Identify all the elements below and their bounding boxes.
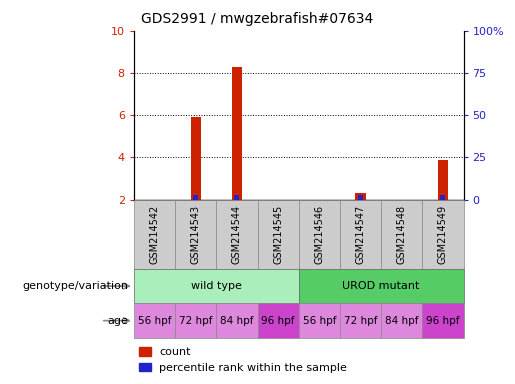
Bar (340, 200, 381, 269)
Bar (440, 195, 445, 200)
Bar (175, 303, 216, 338)
Bar (216, 200, 258, 269)
Text: wild type: wild type (191, 281, 242, 291)
Text: 84 hpf: 84 hpf (220, 316, 254, 326)
Bar (299, 200, 340, 269)
Bar (232, 67, 242, 200)
Text: genotype/variation: genotype/variation (23, 281, 129, 291)
Text: age: age (108, 316, 129, 326)
Bar (299, 269, 464, 303)
Text: GSM214547: GSM214547 (355, 205, 366, 264)
Text: 96 hpf: 96 hpf (426, 316, 460, 326)
Text: GSM214549: GSM214549 (438, 205, 448, 264)
Text: 96 hpf: 96 hpf (261, 316, 295, 326)
Bar (381, 303, 422, 338)
Bar (258, 200, 299, 269)
Bar (216, 303, 258, 338)
Text: GSM214548: GSM214548 (397, 205, 407, 264)
Bar (422, 303, 464, 338)
Text: 72 hpf: 72 hpf (344, 316, 377, 326)
Text: GSM214545: GSM214545 (273, 205, 283, 264)
Text: GDS2991 / mwgzebrafish#07634: GDS2991 / mwgzebrafish#07634 (142, 12, 373, 25)
Text: 56 hpf: 56 hpf (302, 316, 336, 326)
Bar (193, 195, 198, 200)
Bar (191, 117, 201, 200)
Bar (258, 303, 299, 338)
Text: GSM214542: GSM214542 (149, 205, 160, 264)
Bar (381, 200, 422, 269)
Legend: count, percentile rank within the sample: count, percentile rank within the sample (140, 347, 347, 373)
Bar (340, 303, 381, 338)
Text: 56 hpf: 56 hpf (138, 316, 171, 326)
Bar (438, 160, 448, 200)
Text: UROD mutant: UROD mutant (342, 281, 420, 291)
Bar (234, 195, 239, 200)
Text: GSM214546: GSM214546 (314, 205, 324, 264)
Text: GSM214543: GSM214543 (191, 205, 201, 264)
Text: 72 hpf: 72 hpf (179, 316, 213, 326)
Bar (134, 303, 175, 338)
Bar (134, 200, 175, 269)
Bar (358, 195, 363, 200)
Bar (355, 194, 366, 200)
Bar (134, 269, 299, 303)
Bar (175, 200, 216, 269)
Text: 84 hpf: 84 hpf (385, 316, 419, 326)
Bar (299, 303, 340, 338)
Bar (422, 200, 464, 269)
Text: GSM214544: GSM214544 (232, 205, 242, 264)
